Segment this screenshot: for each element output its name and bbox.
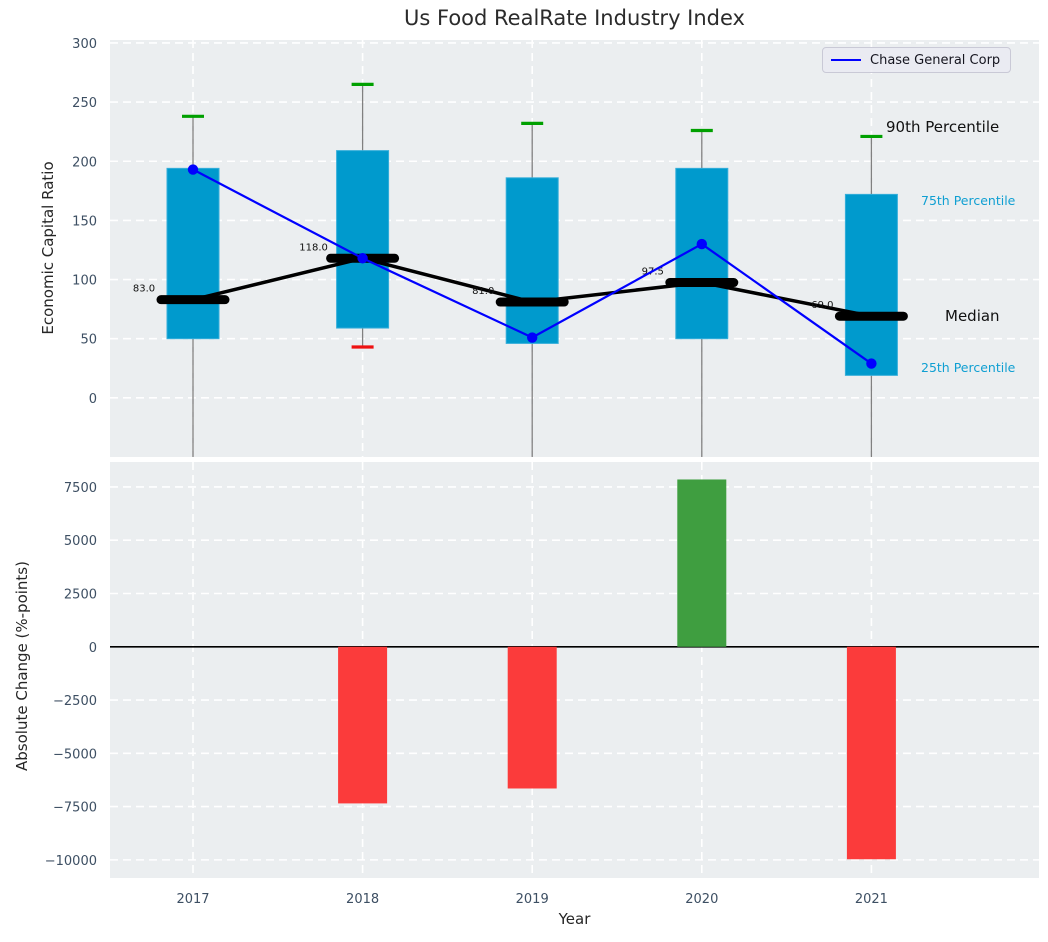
- annotation-25th-percentile: 25th Percentile: [921, 360, 1016, 375]
- bar-panel: [110, 462, 1039, 878]
- y-axis-label-bottom: Absolute Change (%-points): [13, 561, 31, 771]
- x-tick-label: 2018: [346, 892, 379, 907]
- y-axis-label-top: Economic Capital Ratio: [39, 161, 57, 335]
- annotation-75th-percentile: 75th Percentile: [921, 193, 1016, 208]
- y-tick-label: 2500: [64, 587, 97, 602]
- company-point: [527, 332, 538, 343]
- iqr-box: [844, 193, 898, 376]
- iqr-box: [336, 150, 390, 329]
- x-tick-label: 2019: [516, 892, 549, 907]
- page-title: Us Food RealRate Industry Index: [404, 6, 745, 30]
- y-tick-label: 0: [89, 392, 97, 407]
- annotation-median: Median: [945, 307, 1000, 325]
- median-value-label: 69.0: [811, 300, 833, 311]
- legend-label: Chase General Corp: [870, 52, 1001, 68]
- boxplot-panel: [110, 40, 1039, 457]
- y-tick-label: −2500: [53, 694, 97, 709]
- change-bar: [846, 646, 896, 860]
- company-point: [357, 253, 368, 264]
- change-bar: [507, 646, 557, 789]
- median-value-label: 81.0: [472, 286, 494, 297]
- y-tick-label: −5000: [53, 747, 97, 762]
- company-point: [187, 164, 199, 175]
- x-axis-label: Year: [558, 910, 591, 928]
- change-bar: [677, 479, 727, 647]
- y-tick-label: 50: [80, 333, 97, 348]
- y-tick-label: −10000: [45, 854, 97, 869]
- iqr-box: [166, 167, 220, 340]
- y-tick-label: 300: [72, 37, 97, 52]
- y-tick-label: 0: [89, 641, 97, 656]
- iqr-box: [505, 177, 559, 344]
- x-tick-label: 2020: [685, 892, 718, 907]
- median-value-label: 118.0: [299, 242, 328, 253]
- company-point: [696, 238, 707, 250]
- y-tick-label: 250: [72, 96, 97, 111]
- company-point: [866, 358, 877, 369]
- legend-line-swatch: [831, 59, 861, 61]
- legend: Chase General Corp: [822, 47, 1012, 73]
- x-tick-label: 2021: [855, 892, 888, 907]
- change-bar: [338, 646, 388, 804]
- annotation-90th-percentile: 90th Percentile: [886, 118, 1000, 136]
- x-tick-label: 2017: [176, 892, 209, 907]
- y-tick-label: 5000: [64, 534, 97, 549]
- y-tick-label: 7500: [64, 481, 97, 496]
- median-value-label: 83.0: [133, 284, 155, 295]
- y-tick-label: 100: [72, 274, 97, 289]
- y-tick-label: 200: [72, 155, 97, 170]
- y-tick-label: 150: [72, 214, 97, 229]
- y-tick-label: −7500: [53, 801, 97, 816]
